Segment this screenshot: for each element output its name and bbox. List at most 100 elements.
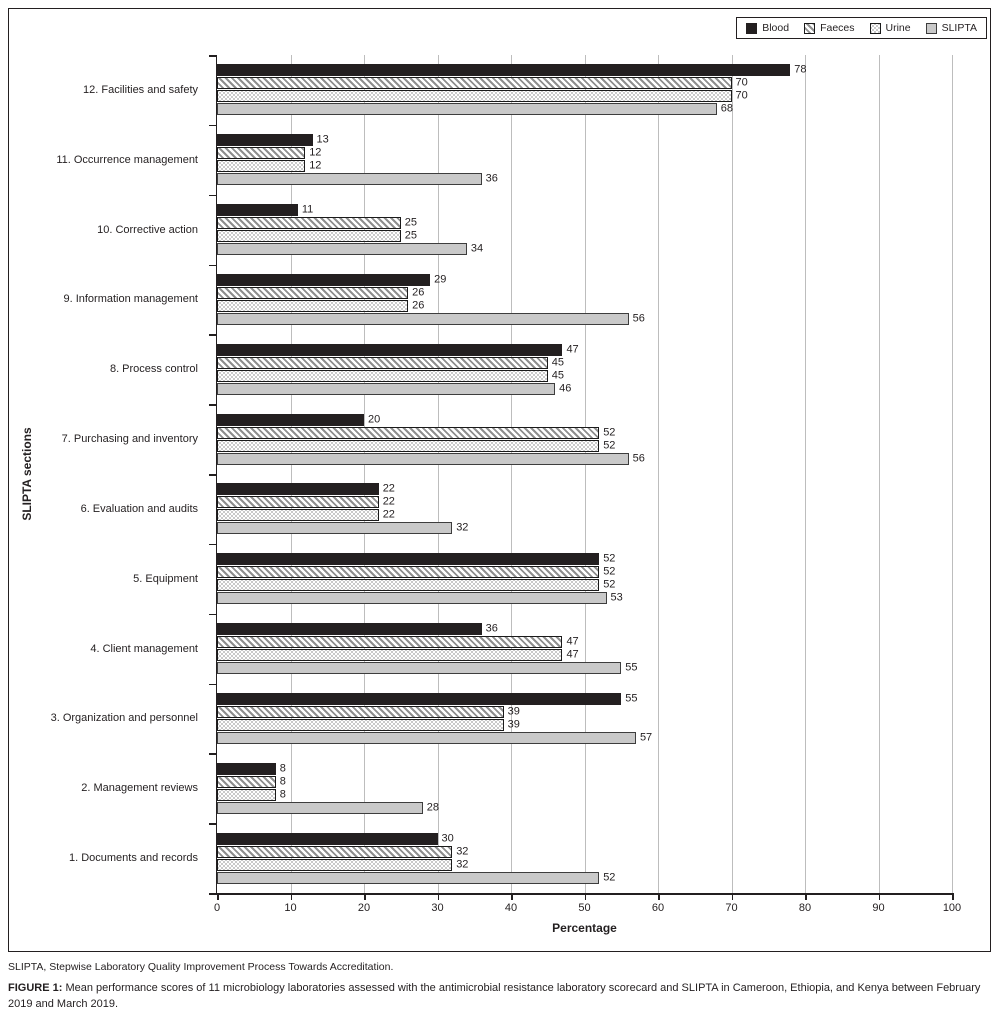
- category-label: 2. Management reviews: [81, 782, 198, 795]
- bar-value-label: 29: [434, 273, 447, 286]
- bar-blood: 55: [217, 692, 638, 705]
- x-tick-label: 50: [578, 902, 591, 914]
- y-axis-tick: [209, 893, 216, 895]
- gridline: [952, 55, 953, 893]
- gridline: [290, 55, 292, 893]
- bar-group: 22 22 22 32: [217, 474, 952, 544]
- bar-value-label: 32: [456, 521, 469, 534]
- legend-item-blood: Blood: [746, 22, 789, 34]
- bar-value-label: 32: [456, 845, 469, 858]
- bar-value-label: 8: [279, 775, 286, 788]
- bar-value-label: 57: [639, 731, 653, 744]
- y-axis-line: [215, 55, 217, 894]
- x-axis-tick: [952, 894, 954, 900]
- legend-swatch-faeces: [804, 22, 816, 34]
- bar-slipta: 55: [217, 662, 638, 675]
- x-tick-label: 0: [213, 902, 221, 914]
- bar-blood: 30: [217, 832, 454, 845]
- bar-slipta: 32: [217, 522, 468, 535]
- x-tick-label: 40: [504, 902, 518, 914]
- bar-value-label: 28: [426, 801, 440, 814]
- bar-blood: 36: [217, 623, 498, 636]
- legend-label: Faeces: [820, 22, 855, 34]
- category-label: 7. Purchasing and inventory: [61, 433, 198, 446]
- bar-blood: 8: [217, 762, 286, 775]
- bar-value-label: 26: [412, 299, 425, 312]
- x-axis-tick: [658, 894, 660, 900]
- bar-blood: 52: [217, 553, 615, 566]
- category-label: 5. Equipment: [133, 572, 198, 585]
- bar-slipta: 34: [217, 243, 483, 256]
- bar-group: 20 52 52 56: [217, 404, 952, 474]
- legend-item-faeces: Faeces: [804, 22, 855, 34]
- x-axis-title: Percentage: [552, 921, 617, 935]
- bar-urine: 52: [217, 579, 615, 592]
- bar-slipta: 56: [217, 452, 645, 465]
- legend-swatch-blood: [746, 22, 758, 34]
- x-tick-label: 10: [284, 902, 297, 914]
- bar-slipta: 36: [217, 173, 498, 186]
- bar-value-label: 8: [279, 788, 286, 801]
- bar-faeces: 12: [217, 147, 321, 160]
- category-label: 4. Client management: [90, 642, 198, 655]
- bar-value-label: 11: [301, 203, 314, 216]
- bar-blood: 13: [217, 134, 329, 147]
- bar-slipta: 68: [217, 103, 733, 116]
- bar-group: 11 25 25 34: [217, 195, 952, 265]
- bar-value-label: 68: [720, 102, 734, 115]
- bar-urine: 70: [217, 90, 748, 103]
- bar-blood: 22: [217, 483, 395, 496]
- bar-value-label: 55: [625, 661, 638, 674]
- gridline: [584, 55, 586, 893]
- y-axis-tick: [209, 334, 216, 336]
- legend-label: SLIPTA: [941, 22, 977, 34]
- x-tick-label: 90: [872, 902, 885, 914]
- bar-group: 47 45 45 46: [217, 334, 952, 404]
- bar-value-label: 36: [485, 172, 498, 185]
- legend-item-urine: Urine: [869, 22, 911, 34]
- gridline: [437, 55, 439, 893]
- bar-value-label: 32: [456, 858, 469, 871]
- figure-label: FIGURE 1:: [8, 982, 63, 994]
- bar-faeces: 8: [217, 775, 286, 788]
- bar-blood: 47: [217, 343, 579, 356]
- category-label: 8. Process control: [109, 363, 198, 376]
- x-axis-tick: [511, 894, 513, 900]
- x-tick-label: 70: [725, 902, 738, 914]
- bar-urine: 52: [217, 439, 615, 452]
- bar-faeces: 70: [217, 77, 748, 90]
- bar-faeces: 47: [217, 636, 579, 649]
- bar-urine: 45: [217, 369, 564, 382]
- bar-value-label: 52: [603, 426, 616, 439]
- bar-value-label: 70: [735, 89, 748, 102]
- x-axis-tick: [217, 894, 219, 900]
- y-axis-tick: [209, 124, 216, 127]
- figure-caption-text: Mean performance scores of 11 microbiolo…: [8, 982, 981, 1010]
- bar-urine: 47: [217, 649, 579, 662]
- bar-value-label: 20: [368, 413, 381, 426]
- bar-value-label: 36: [485, 622, 498, 635]
- x-tick-label: 30: [431, 902, 444, 914]
- chart-figure-box: [8, 8, 991, 952]
- bar-value-label: 52: [603, 439, 616, 452]
- bar-value-label: 52: [603, 552, 616, 565]
- bar-value-label: 30: [441, 832, 454, 845]
- category-label: 3. Organization and personnel: [50, 712, 198, 725]
- category-label: 12. Facilities and safety: [83, 83, 198, 96]
- category-label: 11. Occurrence management: [56, 153, 198, 166]
- bar-blood: 20: [217, 413, 380, 426]
- bar-slipta: 53: [217, 592, 623, 605]
- bar-faeces: 39: [217, 705, 520, 718]
- category-label: 1. Documents and records: [68, 852, 198, 865]
- bar-faeces: 32: [217, 845, 468, 858]
- x-tick-label: 80: [798, 902, 812, 914]
- bar-value-label: 47: [566, 648, 579, 661]
- bar-value-label: 12: [309, 159, 322, 172]
- figure-footnote: SLIPTA, Stepwise Laboratory Quality Impr…: [8, 961, 394, 973]
- y-axis-tick: [209, 194, 216, 197]
- bar-value-label: 47: [566, 343, 579, 356]
- bar-group: 36 47 47 55: [217, 614, 952, 684]
- x-axis-tick: [878, 894, 880, 900]
- bar-value-label: 46: [559, 382, 572, 395]
